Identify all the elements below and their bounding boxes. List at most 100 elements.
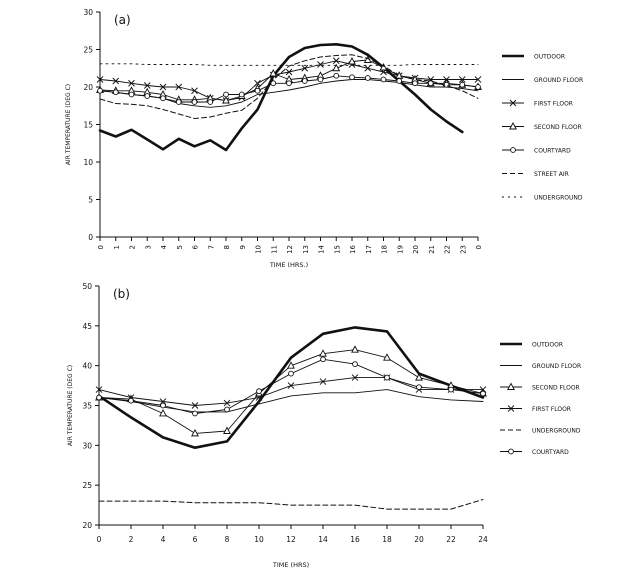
panel-a-x-tick-label: 18 (381, 245, 389, 254)
panel-a-point-courtyard (475, 84, 481, 90)
panel-a-point-courtyard (349, 74, 355, 81)
panel-a-x-tick-label: 14 (318, 244, 326, 253)
panel-a-point-courtyard (207, 99, 214, 105)
panel-a-label: (a) (114, 13, 131, 27)
panel-a-x-tick-label: 19 (396, 245, 404, 254)
panel-b-y-tick-label: 45 (82, 322, 92, 331)
panel-b-point-first-floor (319, 378, 327, 385)
panel-b-point-second-floor (351, 345, 359, 353)
panel-b-x-tick-label: 10 (254, 535, 264, 544)
panel-a-point-courtyard (317, 76, 324, 83)
panel-b-point-courtyard (96, 394, 102, 401)
panel-b-y-tick-label: 25 (82, 481, 92, 490)
panel-b-point-courtyard (256, 388, 262, 395)
panel-a-point-first-floor (128, 79, 135, 87)
panel-b-x-tick-label: 4 (161, 535, 166, 544)
panel-a-point-courtyard (364, 75, 371, 81)
panel-a-y-tick-label: 25 (83, 46, 93, 55)
panel-a-line-underground (99, 63, 479, 66)
panel-b-point-second-floor (287, 361, 295, 369)
panel-a-point-courtyard (380, 76, 387, 83)
panel-a-x-tick-label: 21 (428, 245, 436, 254)
panel-a-legend-label-ground-floor: GROUND FLOOR (534, 77, 583, 84)
panel-a-point-first-floor (143, 82, 151, 89)
panel-a-legend-marker-first-floor (509, 99, 517, 107)
panel-a-point-first-floor (175, 83, 183, 91)
panel-b-legend-label-ground-floor: GROUND FLOOR (532, 363, 581, 370)
panel-a-point-second-floor (222, 96, 230, 104)
panel-a-point-first-floor (332, 57, 340, 65)
panel-a-series-courtyard (97, 72, 481, 105)
panel-a-point-courtyard (144, 93, 151, 99)
panel-b-x-tick-label: 14 (318, 535, 328, 544)
panel-b-point-courtyard (448, 386, 454, 393)
panel-a-x-tick-label: 11 (270, 245, 278, 254)
panel-a-y-tick-label: 30 (83, 8, 93, 17)
panel-a-x-tick-label: 20 (412, 245, 420, 254)
panel-a-y-tick-label: 0 (88, 233, 93, 242)
panel-b-point-courtyard (416, 384, 422, 391)
panel-a-x-tick-label: 3 (144, 245, 152, 249)
panel-a-legend-label-street-air: STREET AIR (534, 171, 569, 178)
panel-b-y-axis-title: AIR TEMPERATURE (DEG C) (67, 365, 74, 446)
panel-b-series-underground (98, 499, 484, 510)
panel-a-series-second-floor (96, 55, 482, 104)
panel-a-point-courtyard (333, 72, 340, 79)
panel-b-x-tick-label: 12 (286, 535, 296, 544)
panel-a-point-courtyard (223, 91, 229, 98)
panel-a-y-tick-label: 10 (83, 158, 93, 167)
panel-a-legend-label-courtyard: COURTYARD (534, 148, 571, 155)
panel-a-legend-label-underground: UNDERGROUND (534, 195, 583, 202)
panel-b-point-courtyard (288, 370, 294, 377)
panel-b-point-second-floor (159, 409, 167, 417)
panel-b-point-courtyard (160, 402, 166, 409)
panel-a-point-first-floor (474, 76, 482, 83)
panel-b-y-tick-label: 35 (82, 402, 92, 411)
panel-a-point-courtyard (238, 91, 245, 98)
panel-a-point-second-floor (348, 57, 356, 65)
panel-b-point-second-floor (191, 428, 199, 437)
panel-b-y-tick-label: 50 (82, 282, 92, 291)
panel-a-x-tick-label: 17 (365, 245, 373, 254)
panel-a-legend-label-outdoor: OUTDOOR (534, 54, 565, 61)
panel-a-x-tick-label: 23 (459, 245, 467, 254)
panel-a-x-tick-label: 0 (97, 245, 105, 249)
panel-b-point-first-floor (191, 402, 199, 409)
panel-b-x-tick-label: 20 (414, 535, 424, 544)
panel-b-point-second-floor (383, 353, 391, 361)
panel-b-point-courtyard (352, 361, 358, 367)
panel-a-x-tick-label: 7 (207, 245, 215, 249)
panel-b-x-tick-label: 18 (382, 535, 392, 544)
panel-a-point-courtyard (412, 80, 418, 87)
panel-b-point-courtyard (384, 374, 390, 381)
panel-b-point-first-floor (95, 386, 103, 393)
panel-a-x-tick-label: 22 (444, 245, 452, 254)
panel-b-y-tick-label: 40 (82, 362, 92, 371)
panel-a-x-axis-title: TIME (HRS.) (269, 261, 308, 269)
panel-b-point-first-floor (351, 374, 359, 381)
panel-a-series-underground (99, 63, 479, 66)
panel-a-y-tick-label: 5 (88, 196, 93, 205)
panel-b-point-second-floor (319, 349, 327, 357)
panel-a-x-tick-label: 0 (475, 245, 483, 249)
panel-a-point-first-floor (458, 76, 466, 83)
panel-b-x-tick-label: 6 (193, 535, 198, 544)
panel-b-legend-label-underground: UNDERGROUND (532, 428, 581, 435)
panel-b-y-tick-label: 30 (82, 441, 92, 450)
panel-a-legend-label-second-floor: SECOND FLOOR (534, 124, 582, 131)
panel-a-point-courtyard (112, 89, 119, 96)
panel-a-point-second-floor (332, 63, 341, 72)
panel-a-legend-marker-courtyard (510, 147, 516, 153)
panel-b-x-tick-label: 8 (225, 535, 230, 544)
panel-b-point-courtyard (480, 390, 486, 397)
panel-a-point-first-floor (301, 64, 309, 72)
panel-a-point-courtyard (160, 95, 166, 102)
panel-a-point-courtyard (128, 91, 135, 98)
panel-a-point-courtyard (459, 81, 466, 88)
panel-a-point-first-floor (191, 87, 198, 95)
panel-b-legend-label-courtyard: COURTYARD (532, 449, 569, 456)
panel-a-x-tick-label: 10 (255, 245, 263, 254)
panel-a-x-tick-label: 9 (239, 245, 247, 249)
